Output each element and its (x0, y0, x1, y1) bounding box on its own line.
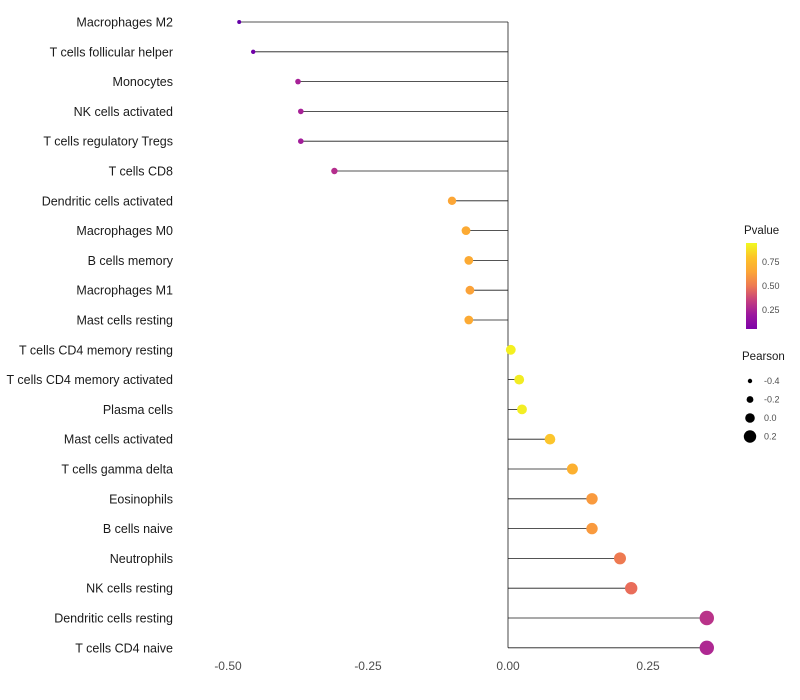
category-label: Monocytes (113, 75, 173, 89)
category-label: Mast cells activated (64, 433, 173, 447)
category-label: B cells memory (88, 254, 174, 268)
category-label: Plasma cells (103, 403, 173, 417)
pearson-legend-dot (746, 396, 754, 403)
pearson-legend-dot (747, 378, 753, 384)
category-label: T cells CD4 memory resting (19, 343, 173, 357)
lollipop-point (699, 640, 714, 655)
lollipop-point (331, 167, 338, 175)
lollipop-point (237, 20, 242, 24)
category-label: T cells CD8 (109, 165, 173, 179)
lollipop-point (464, 256, 474, 265)
category-label: Macrophages M2 (76, 16, 173, 30)
lollipop-point (586, 522, 598, 535)
lollipop-point (586, 493, 598, 505)
category-label: NK cells resting (86, 582, 173, 596)
lollipop-point (699, 610, 714, 626)
lollipop-point (614, 552, 626, 565)
pvalue-gradient-bar (746, 243, 757, 329)
category-label: Macrophages M1 (76, 284, 173, 298)
pvalue-legend-tick-label: 0.50 (762, 281, 780, 291)
pearson-legend-tick-label: -0.2 (764, 395, 780, 405)
category-label: T cells gamma delta (61, 463, 173, 477)
category-label: B cells naive (103, 522, 173, 536)
lollipop-point (505, 344, 516, 355)
x-axis-tick-label: 0.00 (496, 659, 520, 673)
pearson-legend-tick-label: 0.2 (764, 432, 777, 442)
category-label: T cells regulatory Tregs (43, 135, 173, 149)
lollipop-point (544, 433, 556, 445)
pearson-legend-title: Pearson (742, 351, 785, 363)
category-label: T cells follicular helper (50, 45, 173, 59)
lollipop-point (517, 404, 527, 415)
lollipop-point (514, 374, 525, 385)
lollipop-point (447, 196, 457, 205)
pearson-legend-tick-label: 0.0 (764, 413, 777, 423)
category-label: Dendritic cells activated (42, 194, 173, 208)
category-label: T cells CD4 memory activated (7, 373, 174, 387)
category-label: Neutrophils (110, 552, 173, 566)
category-label: Macrophages M0 (76, 224, 173, 238)
lollipop-point (298, 108, 304, 115)
category-label: Dendritic cells resting (54, 612, 173, 626)
lollipop-point (298, 138, 304, 144)
lollipop-point (251, 49, 256, 54)
x-axis-tick-label: 0.25 (636, 659, 660, 673)
category-label: Mast cells resting (76, 314, 173, 328)
x-axis-tick-label: -0.25 (354, 659, 382, 673)
lollipop-point (295, 78, 301, 85)
lollipop-point (465, 285, 475, 295)
pvalue-legend-tick-label: 0.75 (762, 257, 780, 267)
x-axis-tick-label: -0.50 (214, 659, 242, 673)
lollipop-point (464, 315, 474, 325)
lollipop-point (625, 582, 638, 595)
pearson-legend-tick-label: -0.4 (764, 376, 780, 386)
category-label: Eosinophils (109, 492, 173, 506)
pvalue-legend-title: Pvalue (744, 225, 779, 237)
pearson-legend-dot (743, 430, 757, 443)
pvalue-legend-tick-label: 0.25 (762, 305, 780, 315)
lollipop-point (566, 463, 578, 475)
category-label: NK cells activated (74, 105, 173, 119)
pearson-legend-dot (745, 413, 755, 423)
lollipop-point (461, 226, 471, 236)
category-label: T cells CD4 naive (75, 641, 173, 655)
